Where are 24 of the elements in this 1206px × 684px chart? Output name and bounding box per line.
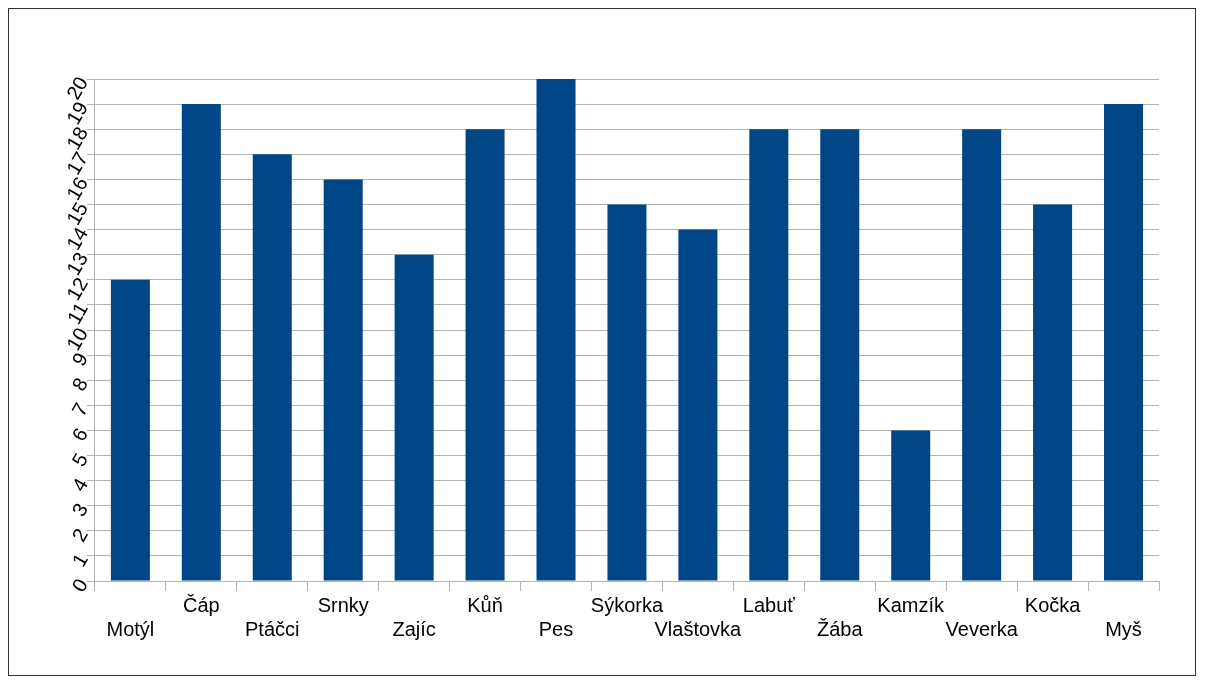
y-tick-label: 7: [67, 399, 93, 420]
x-tick-label: Myš: [1105, 617, 1142, 640]
x-tick-label: Čáp: [182, 593, 220, 616]
x-tick-label: Motýl: [106, 617, 155, 640]
x-tick-label: Sýkorka: [590, 593, 664, 616]
y-tick-label: 0: [67, 574, 93, 596]
y-tick-label: 3: [67, 499, 93, 521]
y-tick-label: 1: [67, 549, 93, 571]
y-tick-label: 4: [67, 474, 93, 495]
x-tick-label: Žába: [816, 617, 864, 640]
x-tick-label: Kůň: [467, 593, 503, 616]
x-tick-label: Kočka: [1024, 593, 1082, 616]
x-tick-label: Vlaštovka: [654, 617, 743, 640]
y-tick-label: 8: [67, 373, 93, 395]
x-tick-label: Zajíc: [392, 617, 436, 640]
x-tick-label: Labuť: [742, 593, 796, 616]
x-tick-label: Kamzík: [877, 593, 946, 616]
y-tick-label: 5: [67, 449, 93, 470]
x-tick-label: Pes: [538, 617, 574, 640]
x-tick-label: Ptáčci: [245, 617, 300, 640]
y-tick-label: 2: [67, 524, 93, 546]
x-tick-label: Veverka: [945, 617, 1019, 640]
x-tick-label: Srnky: [317, 593, 369, 616]
y-tick-label: 6: [67, 424, 93, 445]
